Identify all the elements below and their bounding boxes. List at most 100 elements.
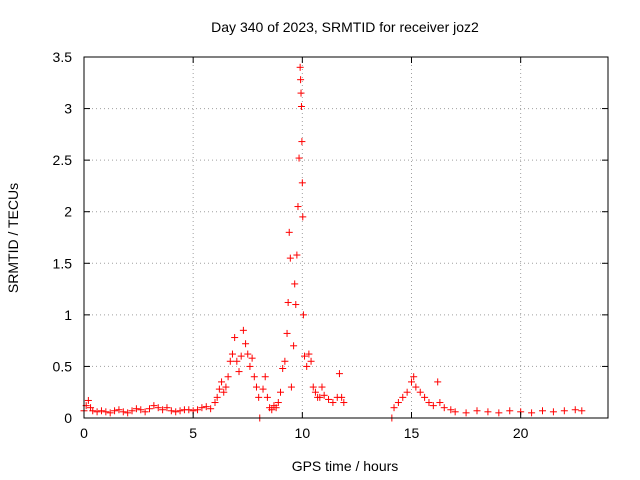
y-tick-label: 0 [64,410,72,426]
data-point [277,388,284,396]
data-point [237,352,245,360]
data-point [132,405,140,413]
data-point [111,407,119,415]
y-tick-label: 1.5 [53,255,73,271]
data-point [318,383,326,391]
data-point [274,399,282,407]
data-point [239,326,247,334]
data-point [231,334,239,342]
data-point [159,406,167,414]
data-point [228,350,236,358]
data-point [301,352,309,360]
data-point [252,383,260,391]
data-point [297,76,305,84]
y-tick-label: 0.5 [53,358,73,374]
data-points [80,63,586,422]
data-point [335,370,343,378]
data-point [297,103,305,111]
x-tick-label: 5 [189,425,197,441]
data-point [549,408,557,416]
x-tick-labels: 0 5 10 15 20 [80,425,529,441]
data-point [222,383,230,391]
data-point [305,350,313,358]
data-point [298,138,306,146]
data-point [124,409,132,417]
data-point [303,362,311,370]
data-point [263,393,271,401]
data-point [462,409,470,417]
data-point [473,407,481,415]
data-point [447,406,455,414]
data-point [412,383,420,391]
data-point [141,408,149,416]
data-point [539,407,546,415]
data-point [224,373,232,381]
data-point [261,373,269,381]
data-point [403,388,411,396]
data-point [297,89,305,97]
data-point [281,357,289,365]
y-tick-label: 2.5 [53,152,73,168]
data-point [571,406,579,414]
x-tick-label: 15 [404,425,420,441]
data-point [284,298,292,306]
data-point [213,393,221,401]
data-point [390,404,398,412]
data-point [207,405,215,413]
axis-ticks [83,56,608,419]
data-point [292,301,300,309]
data-point [283,329,291,337]
data-point [198,404,206,412]
data-point [408,378,415,386]
data-point [506,407,514,415]
data-point [226,357,234,365]
y-tick-label: 3.5 [53,49,73,65]
data-point [429,402,437,410]
data-point [299,213,307,221]
data-point [296,63,304,71]
data-point [298,179,306,187]
data-point [93,408,101,416]
data-point [309,383,317,391]
data-point [146,405,153,413]
data-point [495,409,503,417]
data-point [233,357,241,365]
data-point [416,388,424,396]
data-point [242,340,250,348]
data-point [299,311,307,319]
data-point [154,404,162,412]
data-point [421,393,429,401]
data-point [268,406,276,414]
y-tick-label: 2 [64,204,72,220]
x-tick-label: 10 [295,425,311,441]
data-point [410,373,418,381]
x-tick-label: 20 [513,425,529,441]
data-point [290,342,298,350]
plot-frame [83,56,609,419]
data-point [255,393,263,401]
data-point [167,407,175,415]
data-point [291,280,299,288]
data-point [218,378,226,386]
data-point [102,408,110,416]
data-point [211,399,219,407]
data-point [128,407,136,415]
data-point [259,385,267,393]
data-point [176,407,184,415]
data-point [560,407,568,415]
data-point [279,364,287,372]
chart-title: Day 340 of 2023, SRMTID for receiver joz… [211,19,479,35]
data-point [307,357,315,365]
data-point [106,409,114,417]
data-point [394,399,402,407]
data-point [484,408,492,416]
data-point [295,154,303,162]
data-point [215,385,223,393]
data-point [311,388,319,396]
data-point [115,406,123,414]
data-point [220,388,228,396]
data-point [320,391,328,399]
data-point [248,354,256,362]
data-point [293,251,301,259]
